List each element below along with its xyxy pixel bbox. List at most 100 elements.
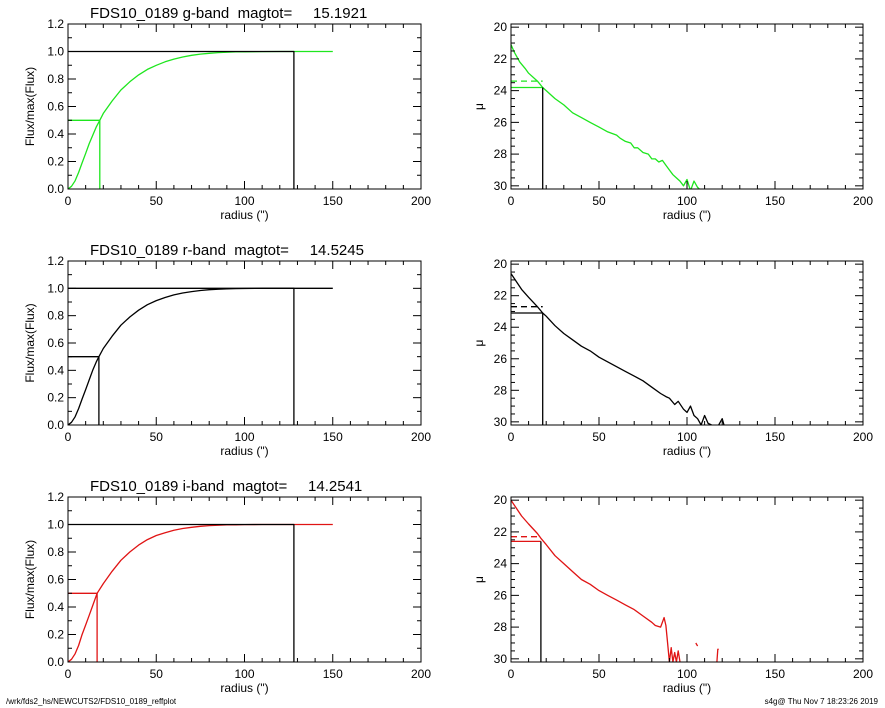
x-tick-label: 150 bbox=[765, 194, 785, 208]
y-tick-label: 0.8 bbox=[47, 72, 64, 86]
x-tick-label: 100 bbox=[234, 430, 254, 444]
panel-2: 0 50 100 150 200 20 22 24 26 28 30 radius (") μ bbox=[472, 20, 873, 222]
panel-title: FDS10_0189 i-band magtot= 14.2541 bbox=[90, 478, 362, 495]
y-tick-label: 0.6 bbox=[47, 100, 64, 114]
series-line-1 bbox=[68, 50, 333, 189]
y-tick-label: 28 bbox=[494, 147, 508, 161]
y-axis-label: μ bbox=[472, 103, 486, 110]
series-line-3 bbox=[68, 287, 295, 425]
panel-title: FDS10_0189 r-band magtot= 14.5245 bbox=[90, 242, 364, 259]
series-line-2 bbox=[68, 592, 98, 662]
y-axis-label: μ bbox=[472, 576, 486, 583]
y-axis-label: μ bbox=[472, 339, 486, 346]
series-line-2 bbox=[718, 418, 725, 425]
x-tick-label: 50 bbox=[592, 194, 606, 208]
axes-frame bbox=[67, 260, 422, 426]
x-tick-label: 0 bbox=[65, 667, 72, 681]
x-tick-label: 0 bbox=[508, 667, 515, 681]
y-tick-label: 30 bbox=[494, 652, 508, 666]
x-axis-label: radius (") bbox=[220, 681, 268, 695]
plot-area bbox=[511, 44, 701, 189]
x-tick-label: 0 bbox=[65, 194, 72, 208]
y-tick-label: 30 bbox=[494, 179, 508, 193]
y-tick-label: 26 bbox=[494, 588, 508, 602]
y-tick-label: 0.4 bbox=[47, 600, 64, 614]
x-tick-label: 0 bbox=[65, 430, 72, 444]
x-tick-label: 200 bbox=[853, 430, 873, 444]
y-axis-label: Flux/max(Flux) bbox=[23, 540, 37, 619]
y-tick-label: 0.8 bbox=[47, 545, 64, 559]
y-tick-label: 24 bbox=[494, 320, 508, 334]
x-tick-label: 150 bbox=[765, 430, 785, 444]
plot-area bbox=[68, 50, 333, 189]
y-tick-label: 0.6 bbox=[47, 573, 64, 587]
x-tick-label: 50 bbox=[150, 194, 164, 208]
y-tick-label: 22 bbox=[494, 289, 508, 303]
axes-frame bbox=[67, 496, 422, 663]
y-tick-label: 0.0 bbox=[47, 418, 64, 432]
x-tick-label: 100 bbox=[677, 430, 697, 444]
series-line-1 bbox=[68, 287, 333, 425]
series-line-1 bbox=[511, 44, 701, 189]
x-axis-label: radius (") bbox=[220, 444, 268, 458]
y-tick-label: 0.6 bbox=[47, 336, 64, 350]
plot-area bbox=[511, 499, 719, 662]
x-tick-label: 50 bbox=[150, 667, 164, 681]
x-tick-label: 150 bbox=[765, 667, 785, 681]
series-line-1 bbox=[511, 499, 681, 662]
plot-area bbox=[68, 287, 333, 425]
x-tick-label: 150 bbox=[323, 667, 343, 681]
y-tick-label: 22 bbox=[494, 525, 508, 539]
y-tick-label: 0.4 bbox=[47, 363, 64, 377]
y-tick-label: 24 bbox=[494, 84, 508, 98]
y-tick-label: 0.2 bbox=[47, 155, 64, 169]
x-axis-label: radius (") bbox=[663, 208, 711, 222]
x-tick-label: 200 bbox=[411, 430, 431, 444]
x-tick-label: 100 bbox=[234, 194, 254, 208]
axes-frame bbox=[67, 23, 422, 190]
x-tick-label: 200 bbox=[853, 194, 873, 208]
axes-frame bbox=[510, 23, 864, 190]
x-tick-label: 200 bbox=[411, 194, 431, 208]
series-line-3 bbox=[68, 50, 295, 189]
x-axis-label: radius (") bbox=[663, 444, 711, 458]
y-tick-label: 22 bbox=[494, 52, 508, 66]
y-tick-label: 0.8 bbox=[47, 309, 64, 323]
axes-frame bbox=[510, 260, 864, 426]
y-tick-label: 1.0 bbox=[47, 45, 64, 59]
axes-frame bbox=[510, 496, 864, 663]
y-tick-label: 28 bbox=[494, 383, 508, 397]
series-line-2 bbox=[68, 356, 100, 425]
panel-1: 0 50 100 150 200 0.0 0.2 0.4 0.6 0.8 1.0 1.2 radius … bbox=[23, 5, 431, 222]
panel-5: 0 50 100 150 200 0.0 0.2 0.4 0.6 0.8 1.0 1.2 radius … bbox=[23, 478, 431, 695]
x-tick-label: 150 bbox=[323, 194, 343, 208]
x-tick-label: 100 bbox=[677, 667, 697, 681]
y-tick-label: 20 bbox=[494, 20, 508, 34]
y-tick-label: 1.0 bbox=[47, 281, 64, 295]
series-line-3 bbox=[68, 523, 295, 662]
y-tick-label: 0.0 bbox=[47, 182, 64, 196]
y-tick-label: 1.2 bbox=[47, 17, 64, 31]
series-line-1 bbox=[511, 273, 712, 425]
y-tick-label: 1.0 bbox=[47, 518, 64, 532]
y-tick-label: 1.2 bbox=[47, 254, 64, 268]
x-tick-label: 50 bbox=[592, 430, 606, 444]
panel-3: 0 50 100 150 200 0.0 0.2 0.4 0.6 0.8 1.0 1.2 radius … bbox=[23, 242, 431, 458]
y-tick-label: 28 bbox=[494, 620, 508, 634]
x-tick-label: 150 bbox=[323, 430, 343, 444]
y-tick-label: 24 bbox=[494, 557, 508, 571]
y-tick-label: 0.2 bbox=[47, 391, 64, 405]
plot-area bbox=[511, 273, 725, 425]
series-line-3 bbox=[716, 648, 719, 662]
footer-path: /wrk/fds2_hs/NEWCUTS2/FDS10_0189_reffplo… bbox=[6, 697, 177, 706]
y-tick-label: 26 bbox=[494, 352, 508, 366]
y-axis-label: Flux/max(Flux) bbox=[23, 67, 37, 146]
y-tick-label: 20 bbox=[494, 493, 508, 507]
x-tick-label: 200 bbox=[411, 667, 431, 681]
series-line-2 bbox=[68, 119, 101, 189]
footer-timestamp: s4g@ Thu Nov 7 18:23:26 2019 bbox=[764, 697, 878, 706]
y-tick-label: 26 bbox=[494, 115, 508, 129]
x-tick-label: 100 bbox=[677, 194, 697, 208]
x-axis-label: radius (") bbox=[220, 208, 268, 222]
